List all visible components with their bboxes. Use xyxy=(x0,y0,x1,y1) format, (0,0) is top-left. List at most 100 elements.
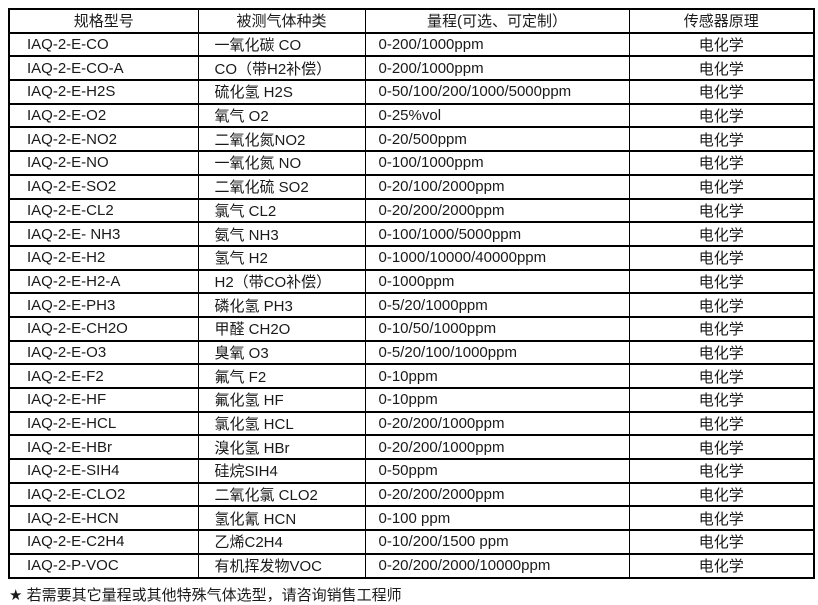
table-row: IAQ-2-E-CLO2 二氧化氯 CLO2 0-20/200/2000ppm 电化学 xyxy=(8,482,815,508)
table-row: IAQ-2-E-CO 一氧化碳 CO 0-200/1000ppm 电化学 xyxy=(8,32,815,58)
model-cell: IAQ-2-E- NH3 xyxy=(8,221,199,247)
range-cell: 0-200/1000ppm xyxy=(364,32,630,58)
gas-type-cell: 磷化氢 PH3 xyxy=(197,292,366,318)
table-row: IAQ-2-E-NO 一氧化氮 NO 0-100/1000ppm 电化学 xyxy=(8,150,815,176)
footnote-text: ★ 若需要其它量程或其他特殊气体选型，请咨询销售工程师 xyxy=(9,587,402,604)
range-cell: 0-20/500ppm xyxy=(364,126,630,153)
model-cell: IAQ-2-E-NO xyxy=(8,150,199,176)
table-row: IAQ-2-E-H2 氢气 H2 0-1000/10000/40000ppm 电化学 xyxy=(8,245,815,271)
model-cell: IAQ-2-E-CO-A xyxy=(8,55,199,82)
gas-type-cell: 氟化氢 HF xyxy=(197,387,366,413)
table-header-row: 规格型号 被测气体种类 量程(可选、可定制） 传感器原理 xyxy=(8,8,815,34)
model-cell: IAQ-2-E-H2 xyxy=(8,245,199,271)
range-cell: 0-50ppm xyxy=(364,458,630,484)
range-cell: 0-25%vol xyxy=(364,103,630,129)
model-cell: IAQ-2-E-H2S xyxy=(8,79,199,105)
table-row: IAQ-2-E-HCN 氢化氰 HCN 0-100 ppm 电化学 xyxy=(8,505,815,532)
principle-cell: 电化学 xyxy=(628,411,815,437)
model-cell: IAQ-2-E-HBr xyxy=(8,434,199,461)
model-cell: IAQ-2-P-VOC xyxy=(8,553,199,579)
model-cell: IAQ-2-E-CL2 xyxy=(8,198,199,224)
gas-type-cell: 二氧化氮NO2 xyxy=(197,126,366,153)
principle-cell: 电化学 xyxy=(628,174,815,200)
table-row: IAQ-2-E-HF 氟化氢 HF 0-10ppm 电化学 xyxy=(8,387,815,413)
range-cell: 0-100 ppm xyxy=(364,505,630,532)
gas-type-cell: 氯化氢 HCL xyxy=(197,411,366,437)
model-cell: IAQ-2-E-CH2O xyxy=(8,316,199,342)
model-cell: IAQ-2-E-HCN xyxy=(8,505,199,532)
model-cell: IAQ-2-E-SO2 xyxy=(8,174,199,200)
range-cell: 0-200/1000ppm xyxy=(364,55,630,82)
range-cell: 0-50/100/200/1000/5000ppm xyxy=(364,79,630,105)
principle-cell: 电化学 xyxy=(628,553,815,579)
table-row: IAQ-2-E-CL2 氯气 CL2 0-20/200/2000ppm 电化学 xyxy=(8,198,815,224)
principle-cell: 电化学 xyxy=(628,340,815,366)
principle-cell: 电化学 xyxy=(628,482,815,508)
gas-type-cell: 氨气 NH3 xyxy=(197,221,366,247)
table-row: IAQ-2-E-NO2 二氧化氮NO2 0-20/500ppm 电化学 xyxy=(8,126,815,153)
model-cell: IAQ-2-E-HCL xyxy=(8,411,199,437)
principle-cell: 电化学 xyxy=(628,363,815,389)
model-cell: IAQ-2-E-CO xyxy=(8,32,199,58)
table-row: IAQ-2-P-VOC 有机挥发物VOC 0-20/200/2000/10000pp… xyxy=(8,553,815,579)
principle-cell: 电化学 xyxy=(628,434,815,461)
table-row: IAQ-2-E-HBr 溴化氢 HBr 0-20/200/1000ppm 电化学 xyxy=(8,434,815,461)
range-cell: 0-20/100/2000ppm xyxy=(364,174,630,200)
table-body: IAQ-2-E-CO 一氧化碳 CO 0-200/1000ppm 电化学 IAQ-2-E… xyxy=(8,32,815,579)
table-row: IAQ-2-E-SIH4 硅烷SIH4 0-50ppm 电化学 xyxy=(8,458,815,484)
table-row: IAQ-2-E-H2-A H2（带CO补偿） 0-1000ppm 电化学 xyxy=(8,269,815,295)
range-cell: 0-5/20/100/1000ppm xyxy=(364,340,630,366)
range-cell: 0-10ppm xyxy=(364,363,630,389)
gas-type-cell: 氯气 CL2 xyxy=(197,198,366,224)
gas-type-cell: 氧气 O2 xyxy=(197,103,366,129)
header-sensor-principle: 传感器原理 xyxy=(628,8,815,34)
range-cell: 0-10/200/1500 ppm xyxy=(364,529,630,555)
header-model: 规格型号 xyxy=(8,8,199,34)
model-cell: IAQ-2-E-CLO2 xyxy=(8,482,199,508)
range-cell: 0-100/1000/5000ppm xyxy=(364,221,630,247)
range-cell: 0-20/200/1000ppm xyxy=(364,411,630,437)
gas-type-cell: 硅烷SIH4 xyxy=(197,458,366,484)
principle-cell: 电化学 xyxy=(628,198,815,224)
table-row: IAQ-2-E-F2 氟气 F2 0-10ppm 电化学 xyxy=(8,363,815,389)
gas-type-cell: CO（带H2补偿） xyxy=(197,55,366,82)
gas-sensor-spec-table: 规格型号 被测气体种类 量程(可选、可定制） 传感器原理 IAQ-2-E-CO 一… xyxy=(8,8,815,579)
model-cell: IAQ-2-E-HF xyxy=(8,387,199,413)
principle-cell: 电化学 xyxy=(628,505,815,532)
model-cell: IAQ-2-E-O3 xyxy=(8,340,199,366)
gas-type-cell: 溴化氢 HBr xyxy=(197,434,366,461)
principle-cell: 电化学 xyxy=(628,387,815,413)
principle-cell: 电化学 xyxy=(628,316,815,342)
gas-type-cell: 二氧化氯 CLO2 xyxy=(197,482,366,508)
range-cell: 0-1000/10000/40000ppm xyxy=(364,245,630,271)
table-row: IAQ-2-E-C2H4 乙烯C2H4 0-10/200/1500 ppm 电化学 xyxy=(8,529,815,555)
range-cell: 0-1000ppm xyxy=(364,269,630,295)
range-cell: 0-10ppm xyxy=(364,387,630,413)
table-row: IAQ-2-E-HCL 氯化氢 HCL 0-20/200/1000ppm 电化学 xyxy=(8,411,815,437)
table-row: IAQ-2-E-H2S 硫化氢 H2S 0-50/100/200/1000/5000… xyxy=(8,79,815,105)
gas-type-cell: 氢气 H2 xyxy=(197,245,366,271)
gas-type-cell: 甲醛 CH2O xyxy=(197,316,366,342)
gas-type-cell: 臭氧 O3 xyxy=(197,340,366,366)
gas-type-cell: 乙烯C2H4 xyxy=(197,529,366,555)
range-cell: 0-100/1000ppm xyxy=(364,150,630,176)
principle-cell: 电化学 xyxy=(628,245,815,271)
principle-cell: 电化学 xyxy=(628,79,815,105)
table-row: IAQ-2-E-SO2 二氧化硫 SO2 0-20/100/2000ppm 电化学 xyxy=(8,174,815,200)
principle-cell: 电化学 xyxy=(628,55,815,82)
range-cell: 0-10/50/1000ppm xyxy=(364,316,630,342)
gas-type-cell: H2（带CO补偿） xyxy=(197,269,366,295)
model-cell: IAQ-2-E-C2H4 xyxy=(8,529,199,555)
header-range: 量程(可选、可定制） xyxy=(364,8,630,34)
model-cell: IAQ-2-E-PH3 xyxy=(8,292,199,318)
principle-cell: 电化学 xyxy=(628,458,815,484)
range-cell: 0-20/200/2000ppm xyxy=(364,198,630,224)
table-row: IAQ-2-E-CH2O 甲醛 CH2O 0-10/50/1000ppm 电化学 xyxy=(8,316,815,342)
model-cell: IAQ-2-E-H2-A xyxy=(8,269,199,295)
range-cell: 0-20/200/2000ppm xyxy=(364,482,630,508)
model-cell: IAQ-2-E-SIH4 xyxy=(8,458,199,484)
table-row: IAQ-2-E-CO-A CO（带H2补偿） 0-200/1000ppm 电化学 xyxy=(8,55,815,82)
gas-type-cell: 一氧化碳 CO xyxy=(197,32,366,58)
model-cell: IAQ-2-E-NO2 xyxy=(8,126,199,153)
gas-type-cell: 一氧化氮 NO xyxy=(197,150,366,176)
